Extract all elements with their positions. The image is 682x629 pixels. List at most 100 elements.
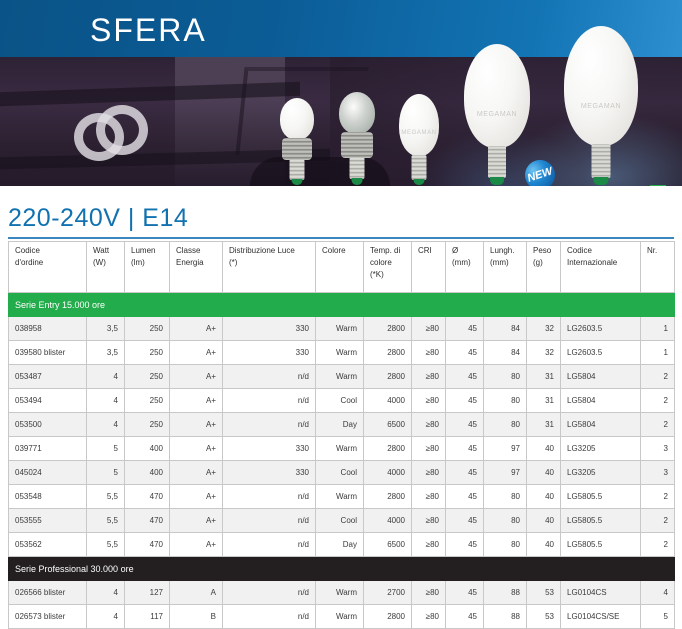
cell-0: 053487 [8,364,87,389]
hero-banner: SFERA MEGAMAN MEGAMAN [0,0,682,186]
cell-8: 45 [445,412,484,437]
column-header-10: Peso (g) [526,241,561,293]
bulb-glass-clear [339,92,375,134]
cell-2: 250 [124,364,170,389]
cell-2: 250 [124,412,170,437]
bulb-glass [564,26,638,146]
cell-8: 45 [445,436,484,461]
column-header-4: Distribuzione Luce (*) [222,241,316,293]
cell-11: LG5805.5 [560,484,641,509]
header-row: Codice d'ordine Watt (W) Lumen (lm) Classe Ener… [8,241,675,293]
cell-4: n/d [222,508,316,533]
bulb-heatsink [341,132,373,158]
cell-6: 4000 [363,460,412,485]
section-header-row: Serie Professional 30.000 ore [8,556,675,581]
bulb-tip [291,179,303,185]
cell-4: n/d [222,604,316,629]
cell-5: Cool [315,388,364,413]
cell-1: 3,5 [86,316,125,341]
cell-10: 31 [526,388,561,413]
cell-3: A+ [169,364,223,389]
cell-7: ≥80 [411,340,446,365]
cell-1: 5 [86,436,125,461]
table-row: 045024 5 400 A+ 330 Cool 4000 ≥80 45 97 40 LG3205 3 [8,460,675,485]
table-row: 038958 3,5 250 A+ 330 Warm 2800 ≥80 45 84 32 LG2603… [8,316,675,341]
cell-5: Warm [315,340,364,365]
cell-10: 53 [526,604,561,629]
cell-2: 400 [124,460,170,485]
spec-table-container: Codice d'ordine Watt (W) Lumen (lm) Classe Ener… [8,241,675,629]
cell-8: 45 [445,364,484,389]
cell-12: 2 [640,484,675,509]
bulb-e14-cap [591,144,611,178]
cell-1: 5,5 [86,484,125,509]
cell-8: 45 [445,484,484,509]
cell-5: Warm [315,364,364,389]
bulb-e14-cap [289,159,305,180]
section-header-row: Serie Entry 15.000 ore [8,292,675,317]
cell-1: 3,5 [86,340,125,365]
cell-6: 2800 [363,364,412,389]
cell-4: n/d [222,484,316,509]
cell-0: 053500 [8,412,87,437]
bulb-heatsink [282,138,312,160]
cell-12: 2 [640,364,675,389]
cell-4: 330 [222,316,316,341]
cell-9: 84 [483,316,527,341]
cell-6: 2800 [363,604,412,629]
cell-6: 6500 [363,532,412,557]
column-header-3: Classe Energia [169,241,223,293]
table-row: 053555 5,5 470 A+ n/d Cool 4000 ≥80 45 80 40 LG5805… [8,508,675,533]
cell-12: 2 [640,412,675,437]
cell-4: n/d [222,532,316,557]
photo-ornament-ring-right [96,105,148,155]
column-header-5: Colore [315,241,364,293]
cell-2: 400 [124,436,170,461]
cell-6: 4000 [363,508,412,533]
cell-9: 97 [483,436,527,461]
cell-9: 80 [483,532,527,557]
table-row: 053562 5,5 470 A+ n/d Day 6500 ≥80 45 80 40 LG5805.… [8,532,675,557]
bulb-badge-1: 1 [650,185,666,186]
cell-3: A+ [169,340,223,365]
cell-9: 80 [483,412,527,437]
bulb-tip [351,178,363,185]
page-title: SFERA [90,12,207,48]
spec-table: Codice d'ordine Watt (W) Lumen (lm) Classe Ener… [8,241,675,629]
column-header-6: Temp. di colore (*K) [363,241,412,293]
cell-2: 117 [124,604,170,629]
section-label: Serie Professional 30.000 ore [8,556,675,581]
cell-4: 330 [222,340,316,365]
cell-3: A+ [169,484,223,509]
cell-6: 6500 [363,412,412,437]
cell-1: 5,5 [86,532,125,557]
cell-12: 1 [640,316,675,341]
cell-7: ≥80 [411,412,446,437]
cell-10: 40 [526,436,561,461]
cell-11: LG3205 [560,436,641,461]
voltage-base-subtitle: 220-240V | E14 [8,204,189,232]
bulb-glass [280,98,314,140]
cell-2: 470 [124,484,170,509]
cell-10: 40 [526,484,561,509]
cell-3: A+ [169,436,223,461]
cell-1: 5,5 [86,508,125,533]
cell-0: 038958 [8,316,87,341]
cell-12: 2 [640,532,675,557]
cell-12: 5 [640,604,675,629]
cell-3: A+ [169,316,223,341]
cell-0: 026573 blister [8,604,87,629]
cell-5: Warm [315,604,364,629]
cell-9: 80 [483,508,527,533]
bulb-1: MEGAMAN [558,24,644,186]
cell-11: LG0104CS/SE [560,604,641,629]
column-header-0: Codice d'ordine [8,241,87,293]
cell-1: 4 [86,604,125,629]
cell-3: A+ [169,388,223,413]
cell-5: Day [315,532,364,557]
cell-6: 2800 [363,340,412,365]
cell-0: 053562 [8,532,87,557]
cell-12: 3 [640,460,675,485]
cell-9: 84 [483,340,527,365]
